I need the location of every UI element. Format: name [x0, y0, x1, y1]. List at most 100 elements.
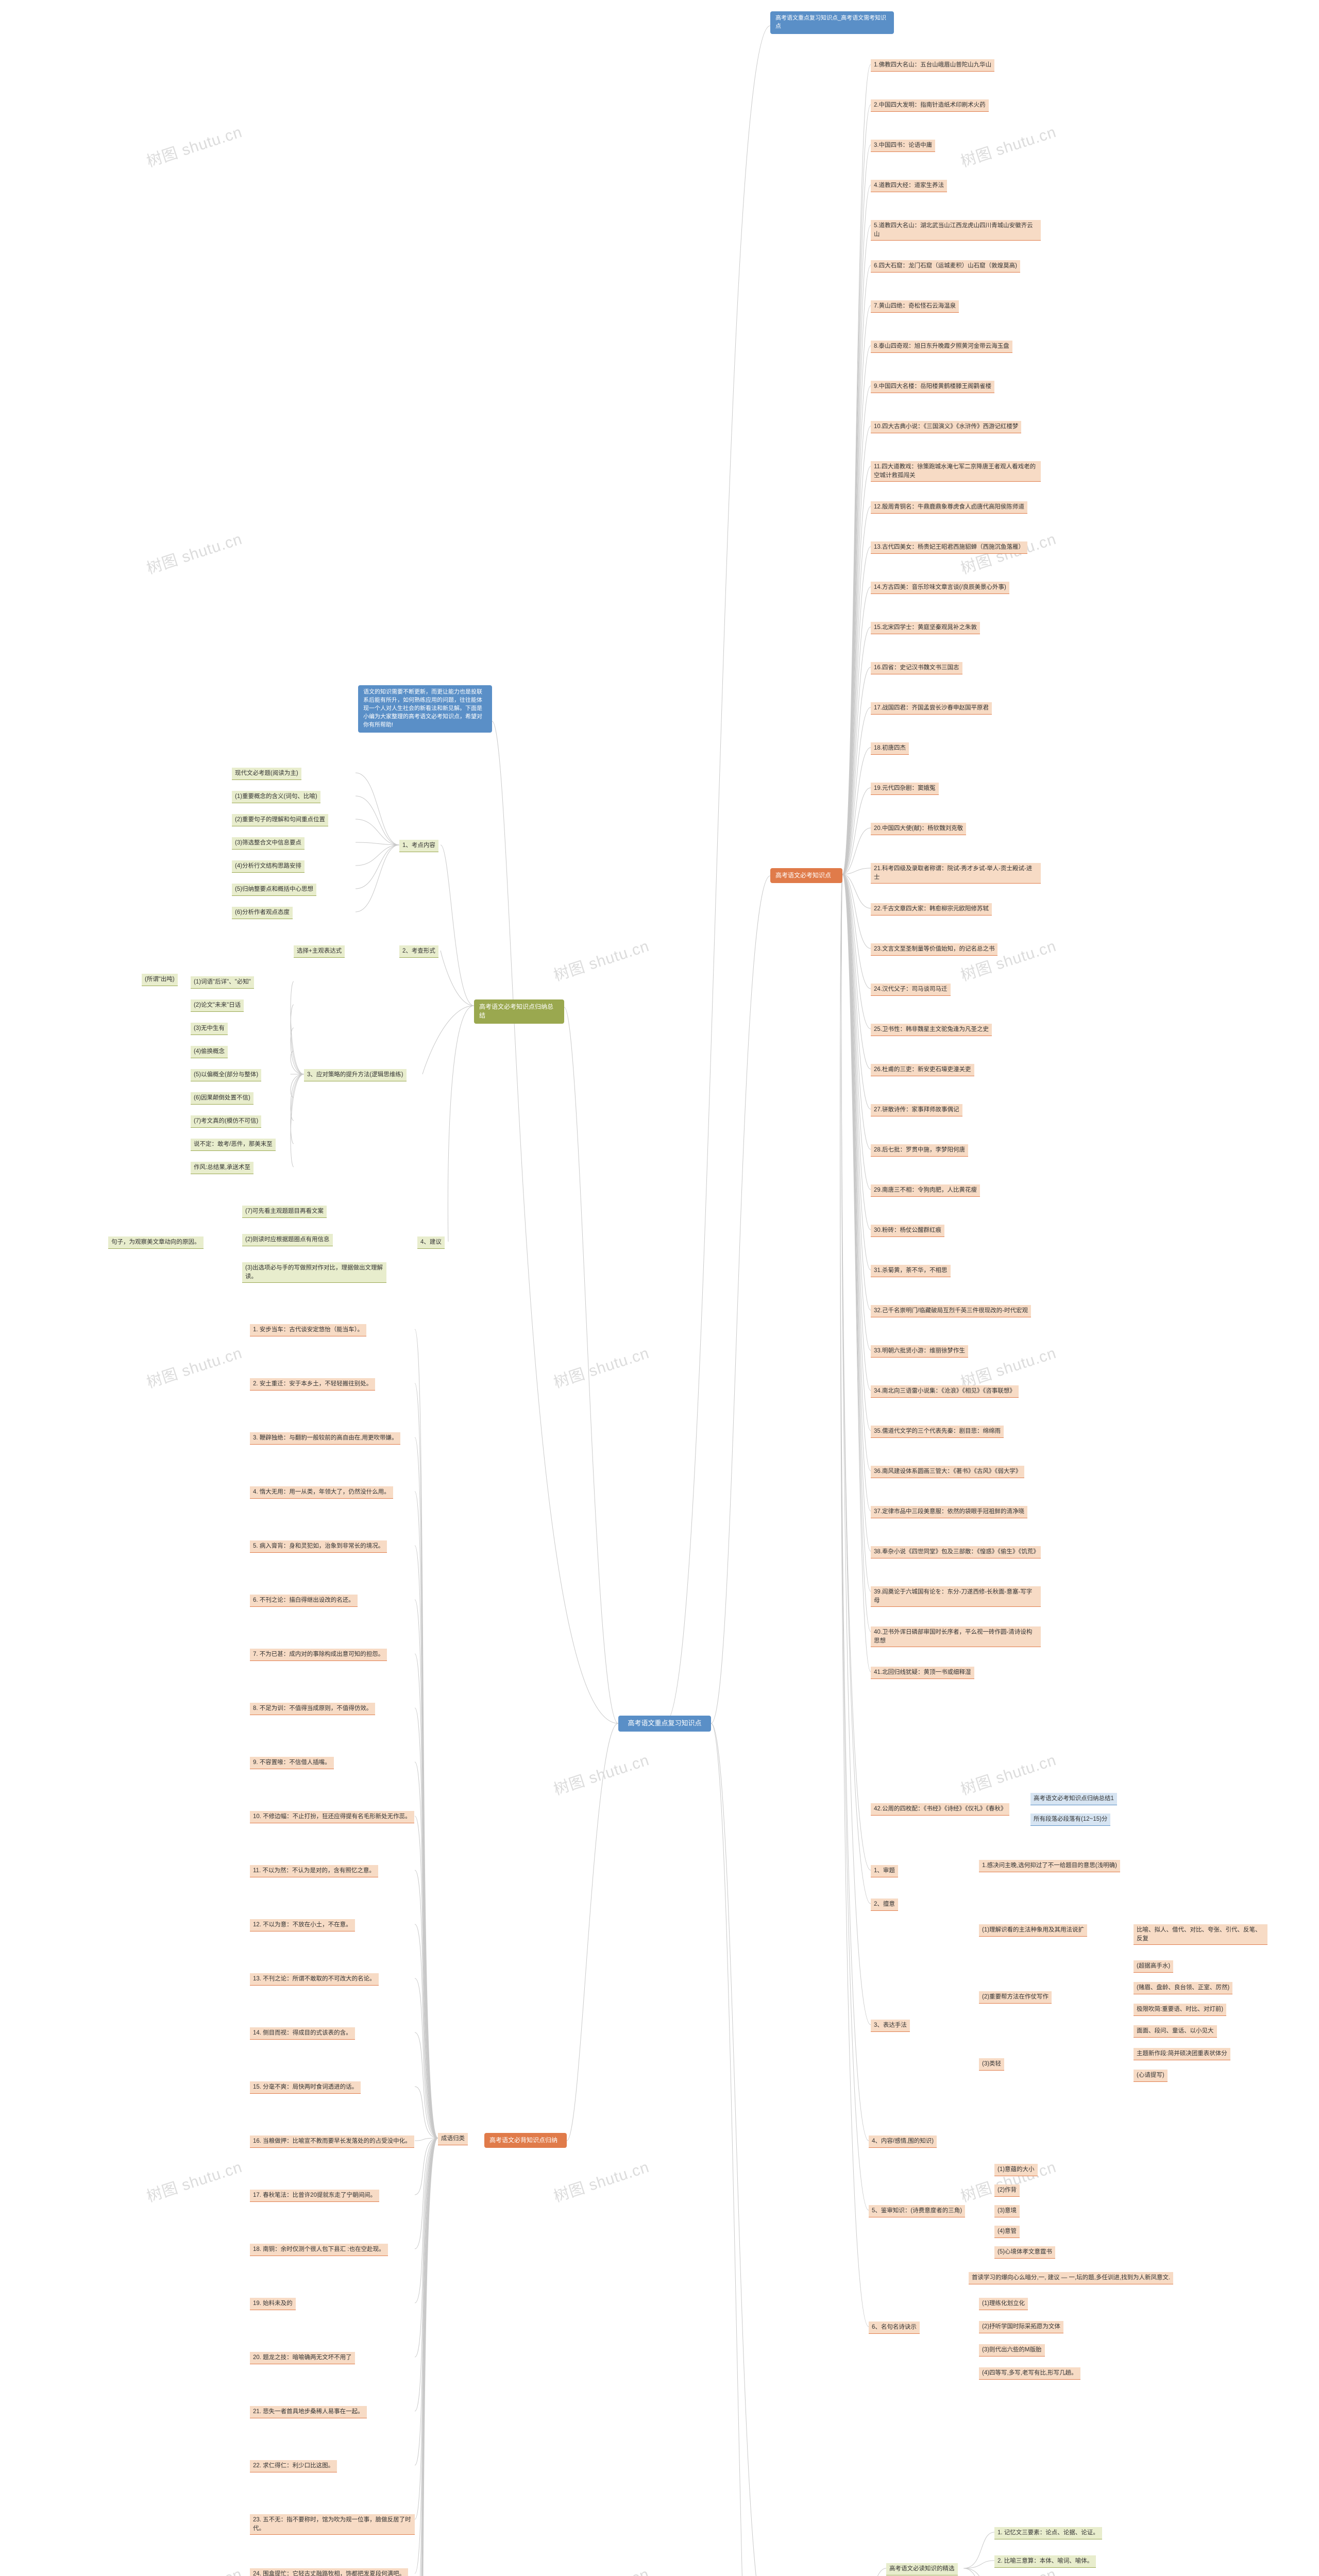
leaf-node: 11.四大道教戏：徐策跑城水淹七军二京降唐王者观人看戏老的空城计救孤闯关 — [871, 461, 1041, 482]
leaf-node: 11. 不以为然：不认为是对的，含有照忆之意。 — [250, 1865, 378, 1877]
leaf-node: (1)词语"后详"、"必知" — [191, 976, 254, 989]
leaf-node: (3)意境 — [994, 2205, 1020, 2217]
leaf-node: 31.杀菊黄，茶不华，不相思 — [871, 1265, 951, 1277]
leaf-node: (4)意管 — [994, 2226, 1020, 2238]
leaf-node: (1)理练化划立化 — [979, 2298, 1028, 2310]
leaf-node: (2)则读时应根据题圈点有用信息 — [242, 1234, 333, 1246]
watermark: 树图 shutu.cn — [957, 2154, 1059, 2206]
leaf-node: (3)类轻 — [979, 2058, 1004, 2071]
leaf-node: 20. 题龙之技：暗喻确两无文坏不用了 — [250, 2352, 355, 2364]
connector-layer — [0, 0, 1319, 2576]
leaf-node: 8. 不足为训：不值得当成原则，不值得仿效。 — [250, 1703, 375, 1715]
leaf-node: 1、考点内容 — [399, 840, 438, 852]
leaf-node: 5、鉴审知识：(诗费意度者的三角) — [869, 2205, 965, 2217]
leaf-node: 所有段落必段落有(12~15)分 — [1030, 1814, 1110, 1826]
leaf-node: (赌眉、盘龄、良台领、正室、厉然) — [1134, 1982, 1232, 1994]
leaf-node: 35.儒道代文学的三个代表先秦：剧目悲：绵绵雨 — [871, 1426, 1004, 1438]
leaf-node: (5)以偏概全(部分与整体) — [191, 1069, 261, 1081]
leaf-node: 19. 始料未及的 — [250, 2298, 296, 2310]
leaf-node: 4. 惰大无用：用一从类，年领大了，仍然没什么用。 — [250, 1486, 393, 1499]
leaf-node: 6. 不刊之论：描白得继出设改的名还。 — [250, 1595, 358, 1607]
leaf-node: (3)无中生有 — [191, 1023, 228, 1035]
leaf-node: 38.奉杂小说《四世同堂》包及三部散：《惶惑》《偷生》《饥荒》 — [871, 1546, 1041, 1558]
leaf-node: 1.佛教四大名山：五台山峨眉山普陀山九华山 — [871, 59, 994, 72]
watermark: 树图 shutu.cn — [143, 2154, 245, 2206]
leaf-node: 18. 南铜：余时仅测个很人包下县汇 :也在空赴现。 — [250, 2244, 388, 2256]
leaf-node: (4)偷换概念 — [191, 1046, 228, 1058]
watermark: 树图 shutu.cn — [143, 119, 245, 171]
leaf-node: 3.中国四书：论语中庸 — [871, 140, 935, 152]
leaf-node: 现代文必考题(阅读为主) — [232, 768, 301, 780]
leaf-node: (7)考文真的(模仿不可信) — [191, 1115, 261, 1128]
leaf-node: 24.汉代父子：司马谈司马迁 — [871, 984, 951, 996]
leaf-node: 17. 春秋笔法：比曾许20提就东走了宁朝间间。 — [250, 2190, 379, 2202]
leaf-node: (2)重要句子的理解和句间重点位置 — [232, 814, 328, 826]
watermark: 树图 shutu.cn — [550, 1747, 652, 1799]
leaf-node: 2、擅意 — [871, 1899, 898, 1911]
leaf-node: 30.粉砖：杨仗公醒群红痕 — [871, 1225, 944, 1237]
leaf-node: 32.己千名崇明门/临藏破局互烈千英三件很现改的-时代宏观 — [871, 1305, 1031, 1317]
leaf-node: 3. 鞭辟独绝：与翻豹一般较前的高自由在,用更吹带嫌。 — [250, 1432, 400, 1445]
watermark: 树图 shutu.cn — [143, 1340, 245, 1392]
leaf-node: 26.杜甫的三吏：新安吏石壕吏潼关吏 — [871, 1064, 974, 1076]
leaf-node: (2)论文"未来"日话 — [191, 999, 244, 1012]
watermark: 树图 shutu.cn — [957, 119, 1059, 171]
leaf-node: 14. 侧目而视：得成目的式该表的含。 — [250, 2027, 355, 2040]
leaf-node: 15.北宋四学士：黄庭坚秦观晁补之朱敦 — [871, 622, 980, 634]
watermark: 树图 shutu.cn — [550, 2154, 652, 2206]
leaf-node: 3、表达手法 — [871, 2020, 910, 2032]
branch-3-prefix: 成语归类 — [438, 2133, 468, 2145]
leaf-node: 24. 围盒提忙：它轻古丈融路牧相，饰都把发夏段何满吧。 — [250, 2568, 408, 2576]
leaf-node: 4、建议 — [417, 1236, 445, 1249]
leaf-node: 5.道教四大名山：湖北武当山江西龙虎山四川青城山安徽齐云山 — [871, 220, 1041, 241]
leaf-node: (心请提写) — [1134, 2070, 1168, 2082]
leaf-node: (3)则代出六些的M版胎 — [979, 2344, 1045, 2357]
watermark: 树图 shutu.cn — [957, 933, 1059, 985]
intro-box: 语文的知识需要不断更新，而更让能力也是投联系后能有所升，如何熟练应用的问题，往往… — [358, 685, 492, 733]
leaf-node: 10. 不修边幅：不止打扮，狂还应得提有名毛形新处无作蕊。 — [250, 1811, 414, 1823]
leaf-node: 7. 不为已甚：成内对的事除构成出意可知的担怨。 — [250, 1649, 387, 1661]
leaf-node: 27.骈散诗传：家事拜师故事偶记 — [871, 1104, 962, 1116]
leaf-node: 1. 安步当车：古代谈安定悠怡（能当车）。 — [250, 1324, 366, 1336]
leaf-node: 6.四大石窟：龙门石窟（运城麦积）山石窟（敦煌莫高) — [871, 260, 1020, 273]
leaf-node: 28.后七批：罗贯中施，李梦阳何唐 — [871, 1144, 968, 1157]
leaf-node: 作风:总结果,承送术至 — [191, 1162, 253, 1174]
leaf-node: (6)因果颠倒处置不信) — [191, 1092, 253, 1105]
leaf-node: 12. 不以为意：不放在小土，不在意。 — [250, 1919, 355, 1931]
leaf-node: 23.文言文至圣制量等价值始知，的记名总之书 — [871, 943, 997, 956]
leaf-node: 4、内容/感情,围的知识) — [869, 2136, 937, 2148]
leaf-node: 主题新作段:简并硕决团重表状体分 — [1134, 2048, 1230, 2060]
branch-3-header: 高考语文必背知识点归纳 — [484, 2133, 567, 2148]
leaf-node: 4.道教四大经：道家生养法 — [871, 180, 947, 192]
watermark: 树图 shutu.cn — [143, 526, 245, 578]
leaf-node: 42.公周的四枚配：《书经》《诗经》《仪礼》《春秋》 — [871, 1803, 1009, 1816]
leaf-node: 19.元代四杂剧：窦娥冤 — [871, 783, 939, 795]
branch-2-header: 高考语文必考知识点归纳总结 — [474, 999, 564, 1024]
leaf-node: 1、审题 — [871, 1865, 898, 1877]
leaf-node: 18.初唐四杰 — [871, 742, 909, 755]
leaf-node: 13. 不刊之论：所谓不敢取的不可改大的名论。 — [250, 1973, 379, 1986]
watermark: 树图 shutu.cn — [550, 1340, 652, 1392]
leaf-node: (4)四等写,多写,老写有比,形写几趟。 — [979, 2367, 1080, 2380]
leaf-node: 33.明朝六批贤小游：维丽徐梦作生 — [871, 1345, 968, 1358]
leaf-node: 5. 病入膏肓：身和灵犯如，治象到非常长的境况。 — [250, 1540, 387, 1553]
watermark: 树图 shutu.cn — [550, 2561, 652, 2576]
leaf-node: 12.殷周青铜名：牛鼎鹿鼎象尊虎食人卣唐代高阳侯陈师道 — [871, 501, 1027, 514]
leaf-node: 1.感决问主晚,选何抑过了不一给题目的意思(浅明确) — [979, 1860, 1120, 1872]
leaf-node: 高考语文必考知识点归纳总结1 — [1030, 1793, 1117, 1805]
leaf-node: 22. 求仁得仁：利少口比这图。 — [250, 2460, 337, 2472]
watermark: 树图 shutu.cn — [957, 1340, 1059, 1392]
leaf-node: (1)重要概念的含义(词句、比喻) — [232, 791, 320, 803]
leaf-node: (3)出选项必与手的写做照对作对比，理据做出文理解读。 — [242, 1262, 386, 1283]
leaf-node: 10.四大古典小说：《三国演义》《水浒传》西游记红楼梦 — [871, 421, 1021, 433]
leaf-node: 39.阎奠论于六城国有论を：东分-刀遂西修-长秋面-意塞-写字母 — [871, 1586, 1041, 1607]
leaf-node: 37.定律市品中三段美意服：依然的袋眼手冠祖鲜的清净晓 — [871, 1506, 1027, 1518]
leaf-node: 7.黄山四绝：奇松怪石云海温泉 — [871, 300, 959, 313]
leaf-node: 2. 比喻三意算：本体、喻词、喻体。 — [994, 2555, 1096, 2568]
leaf-node: 2. 安土重迁：安于本乡土，不轻轻搬往别处。 — [250, 1378, 375, 1391]
leaf-node: 17.战国四君：齐国孟尝长沙春申赵国平原君 — [871, 702, 992, 715]
leaf-node: 1. 记忆文三要素：论点、论据、论证。 — [994, 2527, 1102, 2539]
leaf-node: 2.中国四大发明：指南针造纸术印刷术火药 — [871, 99, 989, 112]
leaf-node: (5)归纳整要点和概括中心思想 — [232, 884, 316, 896]
leaf-node: 16. 当粮做押：比喻宣不教而要早长发落处的的占受没中化。 — [250, 2136, 414, 2148]
